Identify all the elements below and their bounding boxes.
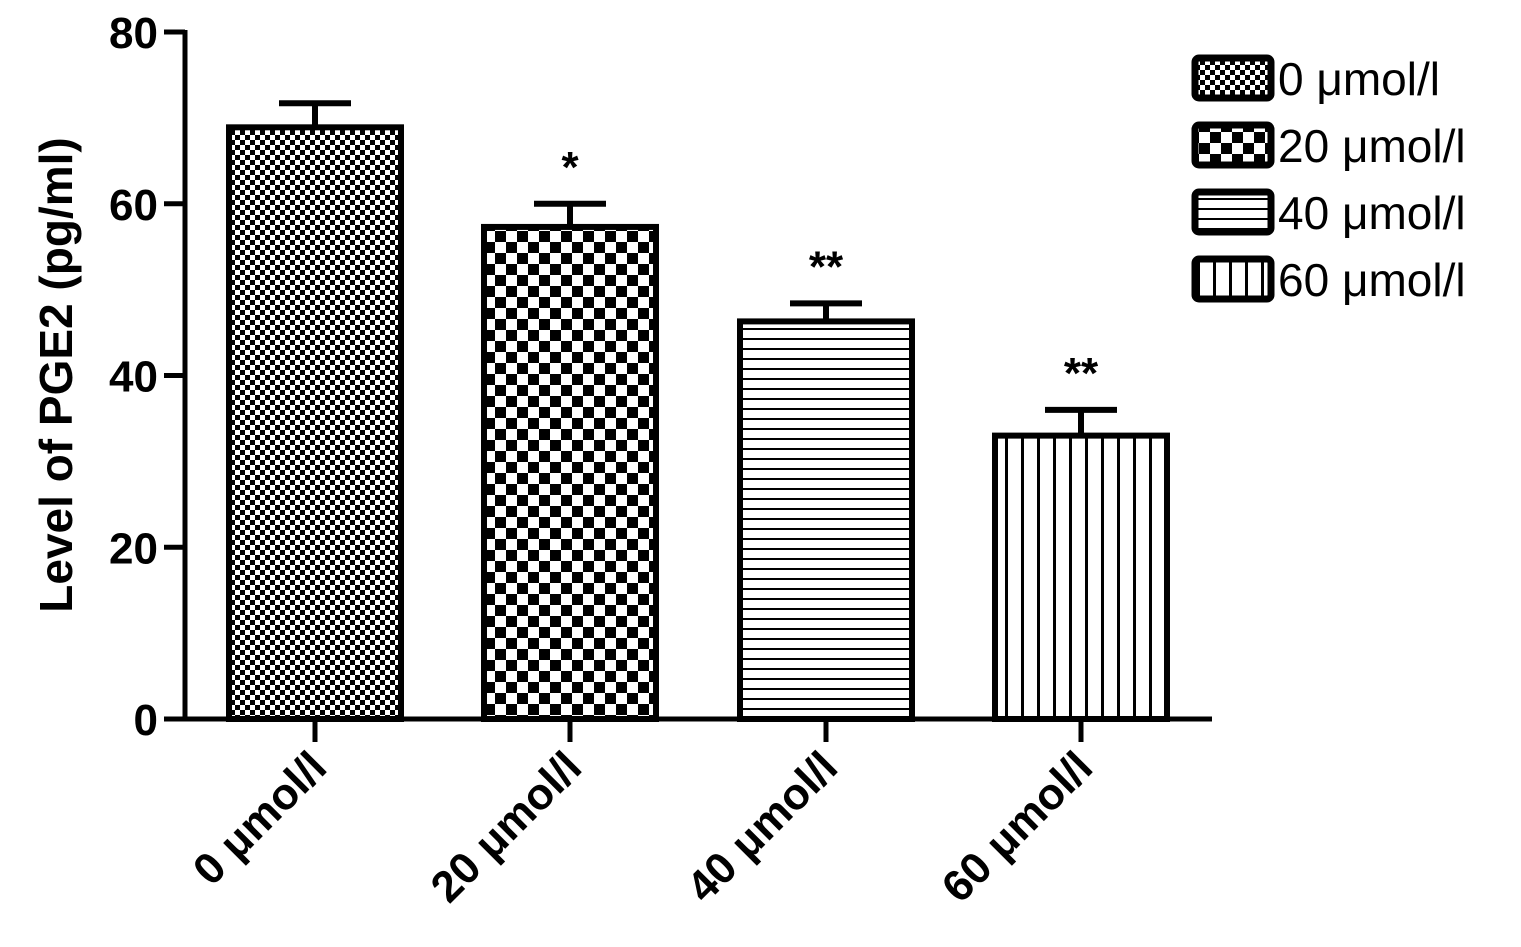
bar-0: [226, 124, 404, 723]
x-tick-label: 40 μmol/l: [678, 742, 848, 912]
legend-label: 60 μmol/l: [1278, 254, 1466, 306]
significance-label: **: [809, 242, 844, 291]
legend-swatch: [1191, 54, 1275, 102]
bar-3: [992, 432, 1170, 722]
significance-label: **: [1064, 349, 1099, 398]
bar-2: [737, 318, 915, 722]
y-tick-label: 0: [134, 696, 158, 745]
y-tick-label: 40: [109, 353, 158, 402]
bar-1: [481, 223, 659, 722]
legend-label: 0 μmol/l: [1278, 53, 1440, 105]
significance-label: *: [561, 143, 579, 192]
y-tick-label: 80: [109, 9, 158, 58]
y-tick-label: 20: [109, 524, 158, 573]
legend-swatch: [1191, 188, 1275, 236]
x-tick-label: 60 μmol/l: [933, 742, 1103, 912]
y-axis-label: Level of PGE2 (pg/ml): [30, 137, 82, 612]
legend-swatch: [1191, 121, 1275, 169]
legend-label: 20 μmol/l: [1278, 120, 1466, 172]
legend-swatch: [1191, 255, 1275, 303]
y-tick-label: 60: [109, 181, 158, 230]
x-tick-label: 0 μmol/l: [184, 742, 336, 894]
legend: 0 μmol/l 20 μmol/l 40 μmol/l 60 μmol/l: [1191, 53, 1466, 306]
x-tick-label: 20 μmol/l: [422, 742, 592, 912]
legend-label: 40 μmol/l: [1278, 187, 1466, 239]
